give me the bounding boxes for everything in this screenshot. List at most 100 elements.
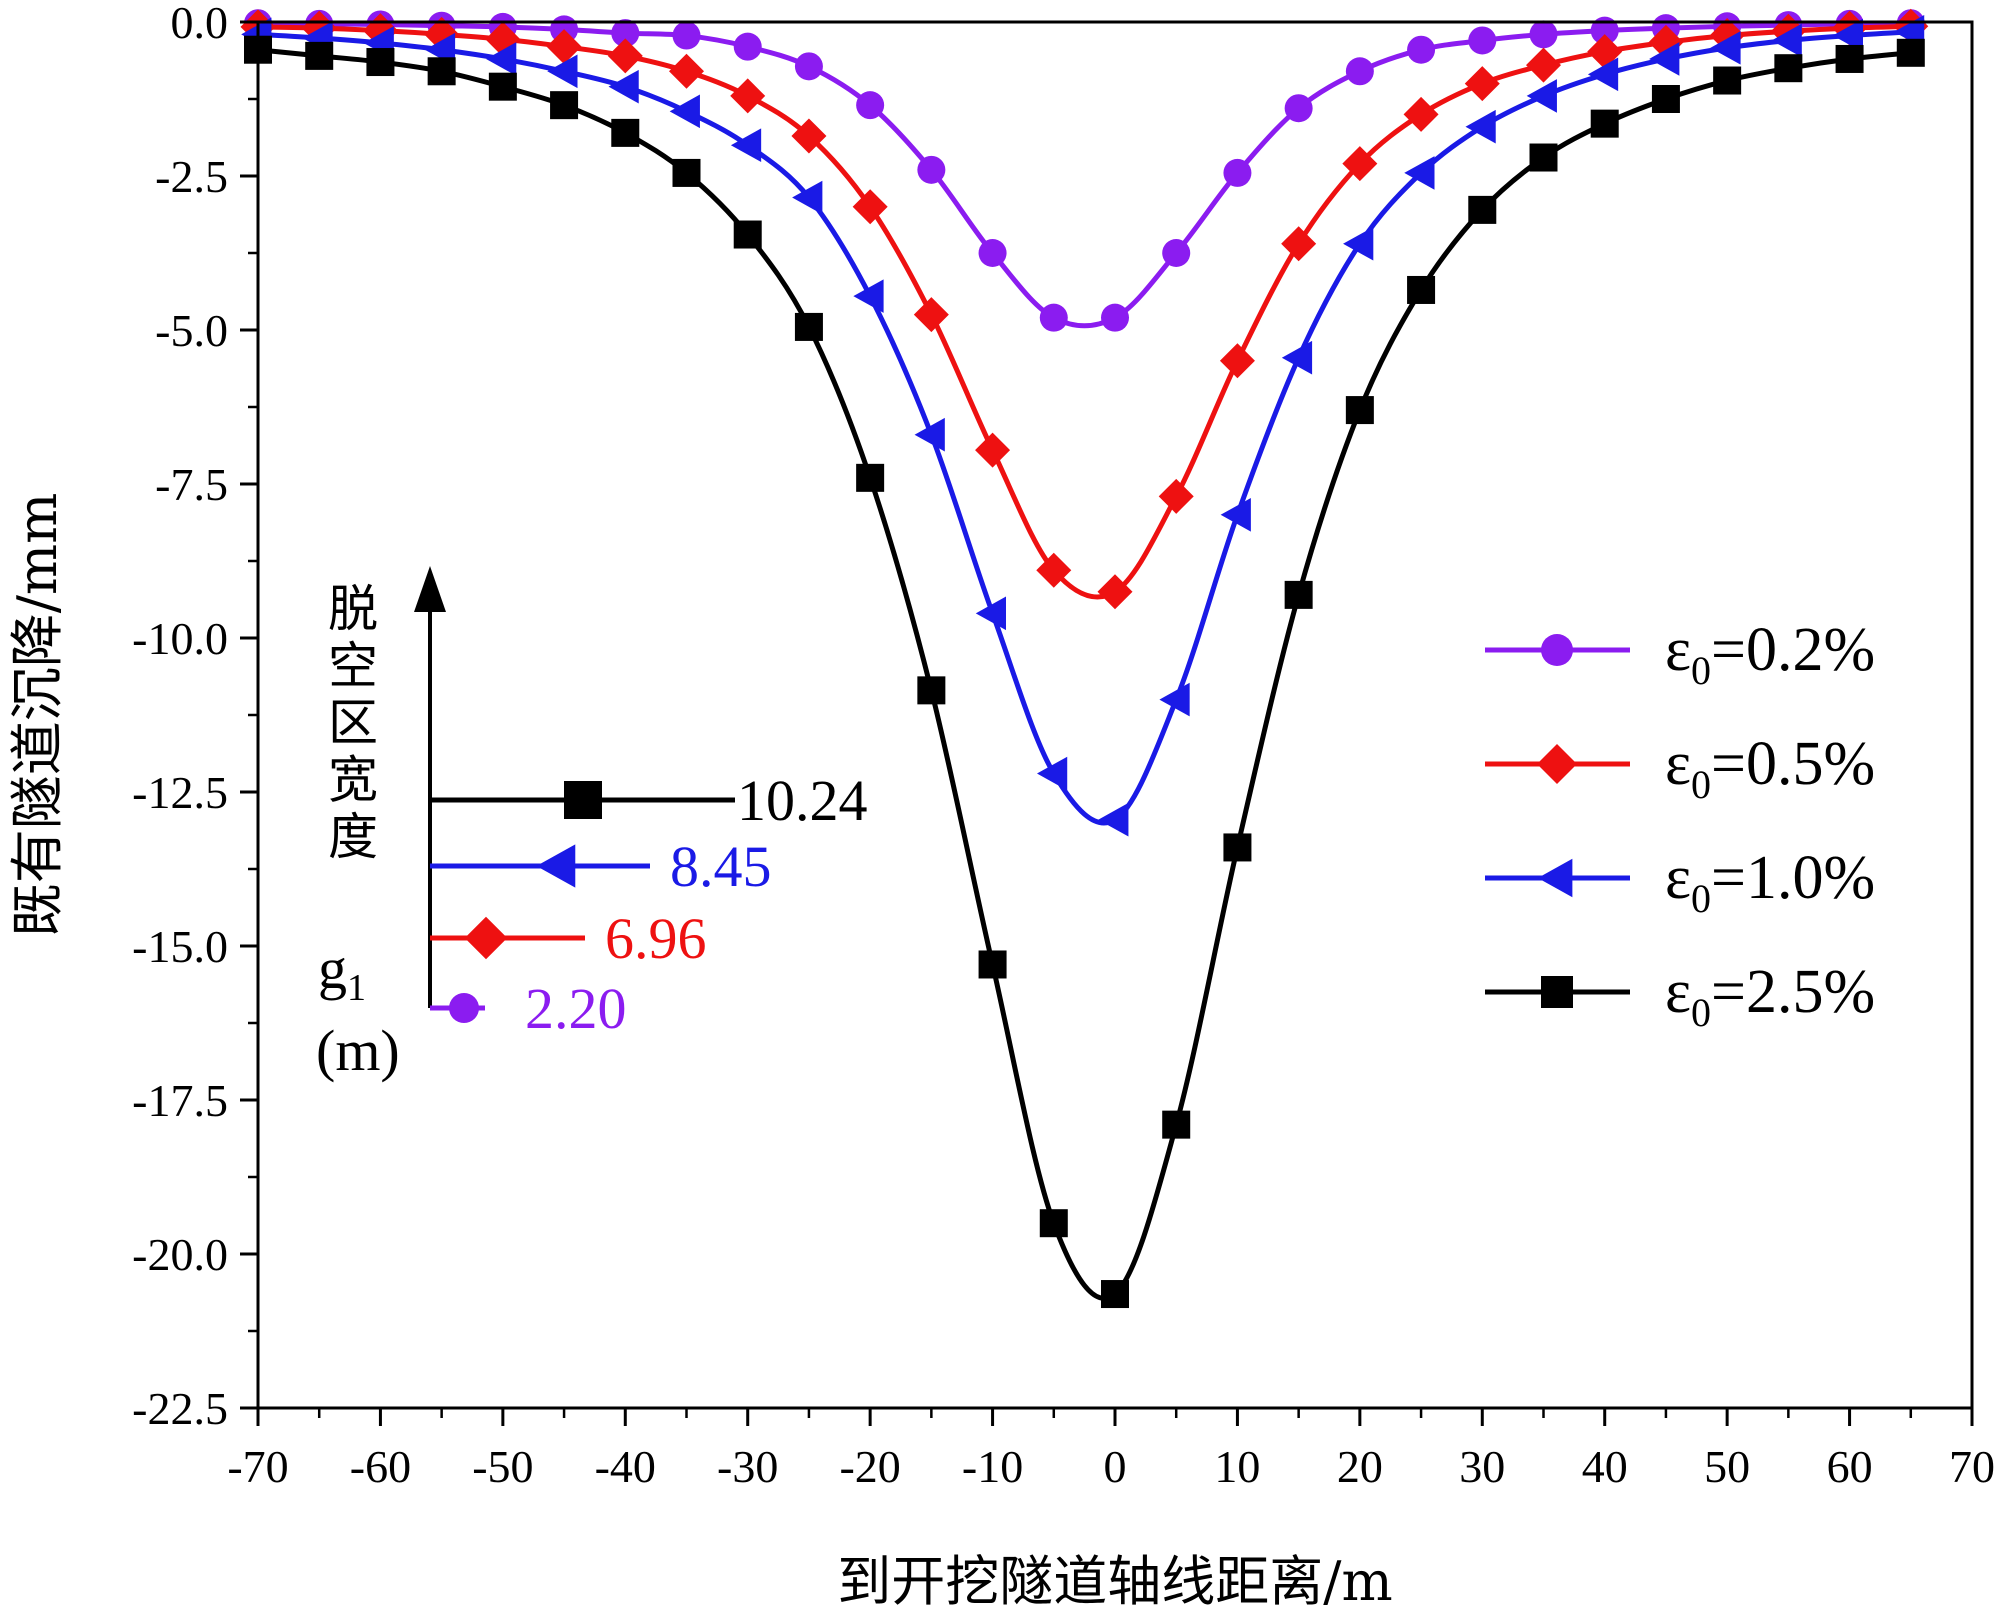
legend-label: ε0=2.5%	[1665, 958, 1875, 1035]
data-point	[1284, 580, 1313, 609]
data-point	[427, 57, 456, 86]
data-point	[1590, 109, 1619, 138]
x-tick-label: 30	[1459, 1441, 1505, 1492]
data-point	[672, 158, 701, 187]
legend-label: ε0=1.0%	[1665, 844, 1875, 921]
series-line-4	[257, 47, 1912, 1301]
data-point	[366, 48, 395, 77]
inset-symbol: g1	[318, 936, 366, 1009]
data-point	[730, 78, 766, 114]
data-point	[1281, 226, 1317, 262]
legend: ε0=0.2% ε0=0.5% ε0=1.0% ε0=2.5%	[1485, 616, 1875, 1035]
data-point	[733, 32, 762, 61]
data-point	[1465, 109, 1496, 144]
data-point	[913, 297, 949, 333]
data-point	[1097, 574, 1133, 610]
data-point	[978, 950, 1007, 979]
inset-marker	[564, 781, 602, 819]
y-tick-label: -20.0	[132, 1229, 228, 1280]
data-point	[488, 72, 517, 101]
data-point	[856, 91, 885, 120]
data-point	[1407, 275, 1436, 304]
y-tick-label: -5.0	[155, 305, 228, 356]
data-point	[1343, 226, 1374, 261]
data-point	[733, 220, 762, 249]
data-point	[852, 189, 888, 225]
x-tick-label: -70	[227, 1441, 288, 1492]
data-point	[1345, 396, 1374, 425]
data-point	[1468, 26, 1497, 55]
data-point	[1158, 478, 1194, 514]
legend-label: ε0=0.2%	[1665, 616, 1875, 693]
inset-title-char: 度	[328, 808, 378, 866]
data-point	[1162, 239, 1191, 267]
y-tick-label: -22.5	[132, 1383, 228, 1434]
data-point	[1835, 44, 1864, 73]
data-point	[1713, 66, 1742, 95]
inset-arrow-head	[414, 566, 446, 612]
data-point	[1036, 756, 1068, 791]
data-point	[1407, 35, 1436, 64]
data-point	[1039, 303, 1068, 332]
y-tick-label: -15.0	[132, 921, 228, 972]
x-tick-label: -20	[839, 1441, 900, 1492]
data-point	[1404, 156, 1435, 190]
inset-marker	[536, 844, 576, 888]
data-point	[794, 312, 823, 341]
y-tick-label: -2.5	[155, 151, 228, 202]
inset-marker	[464, 916, 508, 960]
inset-title-char: 宽	[328, 751, 378, 809]
data-point	[1403, 96, 1439, 132]
legend-marker	[1537, 858, 1573, 898]
data-point	[607, 38, 643, 74]
data-point	[1529, 143, 1558, 172]
x-tick-label: -50	[472, 1441, 533, 1492]
inset-title-char: 脱	[328, 580, 378, 638]
data-point	[792, 180, 823, 215]
data-point	[978, 239, 1007, 267]
data-point	[550, 91, 579, 120]
data-point	[669, 94, 700, 129]
y-tick-label: -7.5	[155, 459, 228, 510]
data-point	[1342, 146, 1378, 182]
legend-marker	[1541, 976, 1573, 1008]
x-tick-label: -40	[595, 1441, 656, 1492]
data-point	[730, 128, 762, 162]
data-point	[611, 118, 640, 147]
x-tick-label: 20	[1337, 1441, 1383, 1492]
data-point	[1709, 18, 1745, 54]
x-tick-label: 70	[1949, 1441, 1995, 1492]
data-point	[1649, 42, 1680, 76]
data-point	[794, 52, 823, 81]
series-line-3	[257, 29, 1911, 826]
data-point	[853, 279, 884, 313]
data-point	[1101, 1280, 1129, 1309]
data-point	[1219, 343, 1255, 379]
data-point	[1464, 66, 1500, 102]
inset-value-label: 6.96	[605, 906, 707, 971]
inset-value-label: 2.20	[525, 976, 627, 1041]
data-point	[791, 118, 827, 154]
axes: -70 -60 -50 -40 -30 -20 -10 0 10 20 30 40 50 60 70 0.0 -…	[132, 0, 1995, 1492]
plot-frame	[256, 20, 1974, 1410]
inset-value-label: 8.45	[670, 834, 772, 899]
data-point	[305, 41, 334, 70]
data-point	[1220, 498, 1251, 532]
data-point	[856, 463, 885, 492]
y-axis-title: 既有隧道沉降/mm	[6, 493, 69, 938]
y-tick-label: -17.5	[132, 1075, 228, 1126]
x-tick-label: -60	[350, 1441, 411, 1492]
x-tick-label: -30	[717, 1441, 778, 1492]
data-point	[1036, 552, 1072, 588]
legend-label: ε0=0.5%	[1665, 730, 1875, 807]
data-point	[1587, 57, 1619, 92]
y-tick-label: -10.0	[132, 613, 228, 664]
x-tick-label: -10	[962, 1441, 1023, 1492]
data-point	[914, 417, 945, 452]
data-point	[1590, 16, 1619, 45]
data-point	[1284, 94, 1313, 123]
data-point	[1774, 54, 1803, 83]
data-point	[917, 155, 946, 184]
markers-layer	[240, 8, 1929, 1309]
